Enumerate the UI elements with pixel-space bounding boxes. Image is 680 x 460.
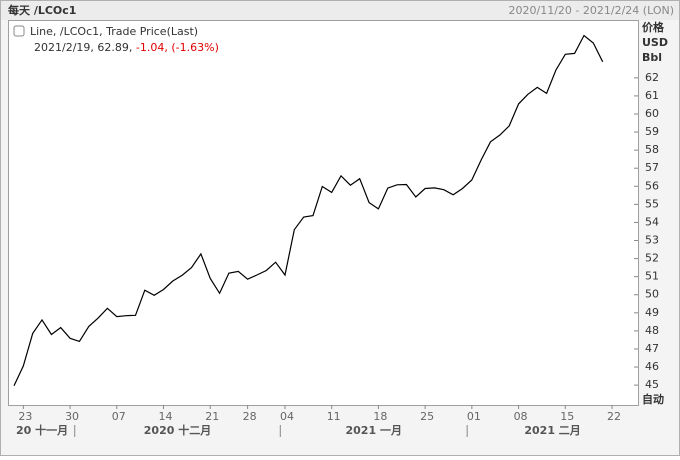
month-label: 2021 一月 (346, 424, 402, 437)
scale-mode[interactable]: 自动 (642, 392, 664, 406)
y-tick-label: 47 (645, 342, 659, 355)
unit-label: 价格 (642, 20, 665, 34)
readout-change-pct: (-1.63%) (171, 41, 219, 54)
month-label: 20 十一月 (16, 423, 68, 437)
x-tick-label: 14 (159, 410, 173, 423)
unit-label: USD (642, 36, 668, 49)
month-label: 2020 十二月 (144, 423, 211, 437)
readout-date: 2021/2/19, (34, 41, 94, 54)
readout-change: -1.04, (136, 41, 168, 54)
legend-icon[interactable] (13, 25, 25, 37)
x-tick-label: 18 (373, 410, 387, 423)
header-range: 2020/11/20 - 2021/2/24 (LON) (509, 4, 674, 17)
y-tick-label: 54 (645, 215, 659, 228)
y-tick-label: 59 (645, 125, 659, 138)
y-tick-label: 52 (645, 252, 659, 265)
x-tick-label: 08 (514, 410, 528, 423)
y-tick-label: 46 (645, 360, 659, 373)
x-tick-label: 04 (280, 410, 294, 423)
x-tick-label: 28 (243, 410, 257, 423)
y-tick-label: 58 (645, 143, 659, 156)
y-tick-label: 53 (645, 234, 659, 247)
header-title: 每天 /LCOc1 (8, 3, 76, 17)
x-tick-label: 25 (420, 410, 434, 423)
y-tick-label: 60 (645, 107, 659, 120)
readout: 2021/2/19, 62.89, -1.04, (-1.63%) (34, 41, 219, 54)
y-tick-label: 48 (645, 324, 659, 337)
x-tick-label: 21 (205, 410, 219, 423)
month-label: 2021 二月 (524, 424, 580, 437)
header-bar (1, 1, 679, 20)
x-tick-label: 01 (467, 410, 481, 423)
y-tick-label: 61 (645, 89, 659, 102)
y-tick-label: 49 (645, 306, 659, 319)
price-line (13, 34, 604, 387)
x-tick-label: 23 (18, 410, 32, 423)
y-tick-label: 51 (645, 270, 659, 283)
y-tick-label: 57 (645, 161, 659, 174)
scale-mode-box[interactable] (640, 392, 678, 408)
x-tick-label: 07 (112, 410, 126, 423)
readout-price: 62.89, (97, 41, 132, 54)
y-tick-label: 62 (645, 71, 659, 84)
unit-label: Bbl (642, 51, 662, 64)
y-tick-label: 55 (645, 197, 659, 210)
x-tick-label: 15 (560, 410, 574, 423)
x-tick-label: 30 (65, 410, 79, 423)
y-tick-label: 45 (645, 378, 659, 391)
x-tick-label: 11 (327, 410, 341, 423)
plot-area (8, 20, 639, 406)
y-tick-label: 56 (645, 179, 659, 192)
legend-name: Line, /LCOc1, Trade Price(Last) (30, 25, 198, 38)
x-tick-label: 22 (607, 410, 621, 423)
y-tick-label: 50 (645, 288, 659, 301)
